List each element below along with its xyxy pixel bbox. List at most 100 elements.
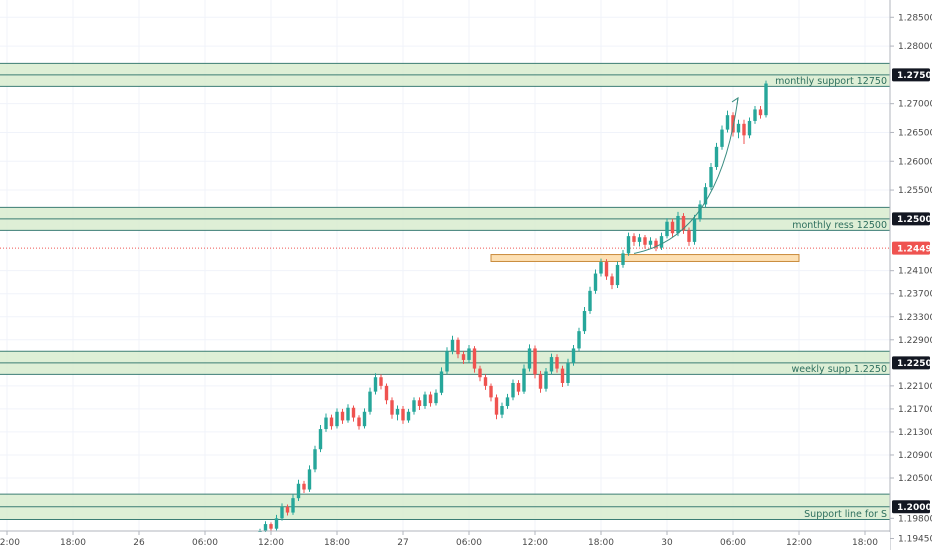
- x-axis-background: [0, 532, 890, 550]
- y-tick-label: 1.27000: [898, 100, 932, 110]
- y-tick-label: 1.22100: [898, 382, 932, 392]
- candle-body: [582, 310, 587, 332]
- zone-label: Support line for S: [804, 509, 887, 520]
- candle-body: [709, 167, 713, 188]
- candle-body: [747, 120, 752, 136]
- projection-arrow: [633, 96, 739, 254]
- y-tick-label: 1.21700: [898, 405, 932, 415]
- candle-body: [687, 230, 691, 242]
- y-tick-label: 1.19450: [898, 534, 932, 544]
- price-tag-label: 1.22500: [897, 359, 932, 369]
- y-tick-label: 1.23300: [898, 313, 932, 323]
- candle-body: [549, 357, 554, 372]
- x-tick-label: 30: [661, 538, 673, 548]
- candle-body: [406, 411, 411, 421]
- candle-body: [500, 406, 504, 415]
- candle-body: [428, 394, 433, 404]
- candle-body: [280, 506, 284, 519]
- candle-body: [725, 115, 730, 130]
- candle-body: [489, 385, 493, 398]
- x-tick-label: 18:00: [324, 538, 350, 548]
- candle-body: [324, 417, 328, 430]
- price-tag: [892, 500, 930, 514]
- candle-body: [291, 498, 295, 513]
- candle-body: [599, 262, 603, 274]
- candle-body: [461, 354, 466, 360]
- candle-body: [384, 385, 389, 401]
- candle-body: [681, 215, 686, 231]
- candle-body: [494, 397, 499, 415]
- y-tick-label: 1.26000: [898, 157, 932, 167]
- candle-body: [329, 417, 334, 427]
- candle-body: [527, 348, 532, 369]
- x-tick-label: 26: [133, 538, 145, 548]
- x-tick-label: 27: [397, 538, 408, 548]
- price-tag-label: 1.20000: [897, 503, 932, 513]
- candle-body: [742, 123, 746, 136]
- y-tick-label: 1.28000: [898, 42, 932, 52]
- candle-body: [544, 371, 548, 389]
- candle-body: [632, 236, 636, 242]
- y-tick-label: 1.22900: [898, 336, 932, 346]
- candle-body: [467, 348, 471, 360]
- candle-body: [764, 83, 768, 116]
- x-tick-label: 06:00: [456, 538, 482, 548]
- candle-body: [615, 264, 620, 286]
- y-tick-label: 1.26500: [898, 128, 932, 138]
- x-tick-label: 18:00: [60, 538, 86, 548]
- price-tag: [892, 241, 930, 255]
- price-tag: [892, 68, 930, 82]
- candle-body: [269, 524, 273, 529]
- candle-body: [478, 368, 482, 378]
- candle-body: [522, 368, 526, 392]
- candle-body: [318, 429, 323, 450]
- candle-body: [654, 240, 658, 248]
- candle-body: [566, 362, 570, 383]
- x-tick-label: 12:00: [522, 538, 548, 548]
- candle-body: [577, 331, 581, 349]
- zone-label: weekly supp 1.2250: [791, 364, 887, 375]
- candle-body: [753, 109, 757, 121]
- candle-body: [412, 400, 416, 412]
- y-tick-label: 1.25500: [898, 186, 932, 196]
- projection-arrowhead: [731, 96, 739, 105]
- y-tick-label: 1.23700: [898, 290, 932, 300]
- projection-curve: [633, 97, 739, 254]
- price-tag-label: 1.27500: [897, 71, 932, 81]
- candle-body: [395, 408, 400, 415]
- candle-body: [368, 391, 372, 412]
- candle-body: [511, 382, 515, 398]
- candle-body: [423, 394, 427, 407]
- y-tick-label: 1.19800: [898, 514, 932, 524]
- y-tick-label: 1.24100: [898, 267, 932, 277]
- candle-body: [533, 348, 537, 375]
- x-tick-label: 12:00: [0, 538, 20, 548]
- candle-body: [676, 215, 680, 234]
- candle-body: [340, 411, 345, 421]
- demand-zone: [490, 254, 800, 262]
- candle-body: [346, 407, 350, 421]
- candle-body: [643, 237, 647, 245]
- x-tick-label: 18:00: [852, 538, 878, 548]
- candle-body: [588, 290, 592, 311]
- x-tick-label: 18:00: [588, 538, 614, 548]
- candle-body: [285, 506, 290, 513]
- y-tick-label: 1.21300: [898, 428, 932, 438]
- zone-label: monthly ress 12500: [792, 220, 887, 231]
- candle-body: [758, 109, 763, 116]
- candle-body: [538, 374, 543, 389]
- candle-body: [505, 397, 510, 407]
- x-tick-label: 06:00: [192, 538, 218, 548]
- candle-body: [362, 411, 367, 427]
- candle-body: [698, 204, 702, 219]
- candle-body: [450, 339, 455, 352]
- candle-body: [313, 449, 317, 470]
- candle-body: [670, 221, 675, 234]
- candle-body: [555, 357, 559, 369]
- demand-zone-box: [490, 254, 800, 262]
- horizontal-zones: [0, 62, 890, 520]
- candle-body: [357, 417, 361, 427]
